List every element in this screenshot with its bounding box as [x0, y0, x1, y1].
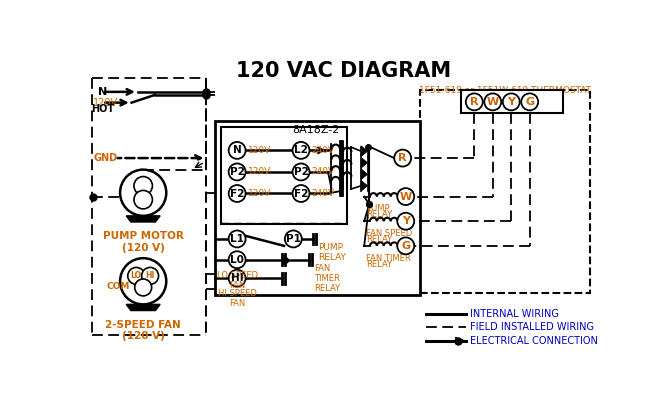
Bar	[420, 91, 590, 293]
Bar	[461, 91, 563, 114]
Text: Y: Y	[402, 216, 410, 226]
Text: G: G	[525, 97, 534, 107]
Text: P2: P2	[230, 167, 245, 177]
Text: RELAY: RELAY	[366, 260, 393, 269]
Circle shape	[228, 185, 246, 202]
Text: HI: HI	[230, 273, 243, 283]
Bar	[215, 121, 420, 295]
Text: 120 VAC DIAGRAM: 120 VAC DIAGRAM	[236, 61, 451, 81]
Text: LO SPEED
FAN: LO SPEED FAN	[216, 271, 257, 290]
Circle shape	[293, 163, 310, 181]
Circle shape	[397, 213, 414, 230]
Text: 240V: 240V	[312, 189, 335, 198]
Text: PUMP MOTOR
(120 V): PUMP MOTOR (120 V)	[103, 231, 184, 253]
Polygon shape	[361, 146, 368, 157]
Circle shape	[293, 185, 310, 202]
Text: R: R	[470, 97, 478, 107]
Polygon shape	[361, 169, 368, 180]
Circle shape	[293, 142, 310, 159]
Circle shape	[134, 176, 152, 195]
Text: 2-SPEED FAN
(120 V): 2-SPEED FAN (120 V)	[105, 320, 181, 341]
Text: N: N	[232, 145, 241, 155]
Text: L0: L0	[230, 255, 244, 265]
Circle shape	[466, 93, 483, 110]
Circle shape	[484, 93, 501, 110]
Text: HI SPEED
FAN: HI SPEED FAN	[218, 289, 257, 308]
Text: N: N	[98, 87, 107, 97]
Text: 240V: 240V	[312, 168, 335, 176]
Circle shape	[521, 93, 538, 110]
Text: FAN TIMER: FAN TIMER	[366, 253, 411, 263]
Circle shape	[134, 190, 152, 209]
Text: GND: GND	[93, 153, 117, 163]
Circle shape	[120, 170, 166, 216]
Text: 120V: 120V	[248, 168, 271, 176]
Text: L1: L1	[230, 234, 244, 244]
Text: 8A18Z-2: 8A18Z-2	[292, 125, 339, 135]
Polygon shape	[361, 157, 368, 168]
Polygon shape	[126, 216, 160, 222]
Circle shape	[397, 238, 414, 254]
Circle shape	[228, 163, 246, 181]
Circle shape	[228, 270, 246, 287]
Text: 120V: 120V	[93, 98, 118, 108]
Text: Y: Y	[507, 97, 515, 107]
Circle shape	[397, 188, 414, 205]
Text: FAN
TIMER
RELAY: FAN TIMER RELAY	[314, 264, 340, 293]
Circle shape	[120, 258, 166, 304]
Text: R: R	[399, 153, 407, 163]
Polygon shape	[361, 181, 368, 191]
Circle shape	[135, 279, 151, 296]
Text: L2: L2	[294, 145, 308, 155]
Text: P1: P1	[286, 234, 301, 244]
Circle shape	[502, 93, 520, 110]
Text: 120V: 120V	[248, 189, 271, 198]
Text: FIELD INSTALLED WIRING: FIELD INSTALLED WIRING	[470, 323, 594, 333]
Text: ELECTRICAL CONNECTION: ELECTRICAL CONNECTION	[470, 336, 598, 346]
Text: FAN SPEED: FAN SPEED	[366, 229, 413, 238]
Text: 120V: 120V	[248, 146, 271, 155]
Text: W: W	[486, 97, 499, 107]
Bar	[221, 127, 347, 223]
Circle shape	[141, 267, 159, 285]
Text: HOT: HOT	[91, 104, 114, 114]
Circle shape	[228, 142, 246, 159]
Circle shape	[228, 251, 246, 268]
Text: PUMP
RELAY: PUMP RELAY	[318, 243, 346, 262]
Text: LO: LO	[131, 272, 142, 280]
Text: F2: F2	[294, 189, 308, 199]
Text: W: W	[399, 191, 412, 202]
Circle shape	[285, 230, 302, 247]
Text: P2: P2	[293, 167, 308, 177]
Text: INTERNAL WIRING: INTERNAL WIRING	[470, 309, 559, 319]
Text: COM: COM	[107, 282, 130, 291]
Text: G: G	[401, 241, 410, 251]
Circle shape	[394, 150, 411, 166]
Polygon shape	[126, 304, 160, 310]
Circle shape	[228, 230, 246, 247]
Circle shape	[128, 267, 145, 285]
Text: HI: HI	[145, 272, 155, 280]
Text: PUMP: PUMP	[366, 204, 390, 213]
Text: RELAY: RELAY	[366, 210, 393, 220]
Text: 240V: 240V	[312, 146, 335, 155]
Text: RELAY: RELAY	[366, 235, 393, 244]
Text: 1F51-619 or 1F51W-619 THERMOSTAT: 1F51-619 or 1F51W-619 THERMOSTAT	[419, 86, 591, 95]
Text: F2: F2	[230, 189, 245, 199]
